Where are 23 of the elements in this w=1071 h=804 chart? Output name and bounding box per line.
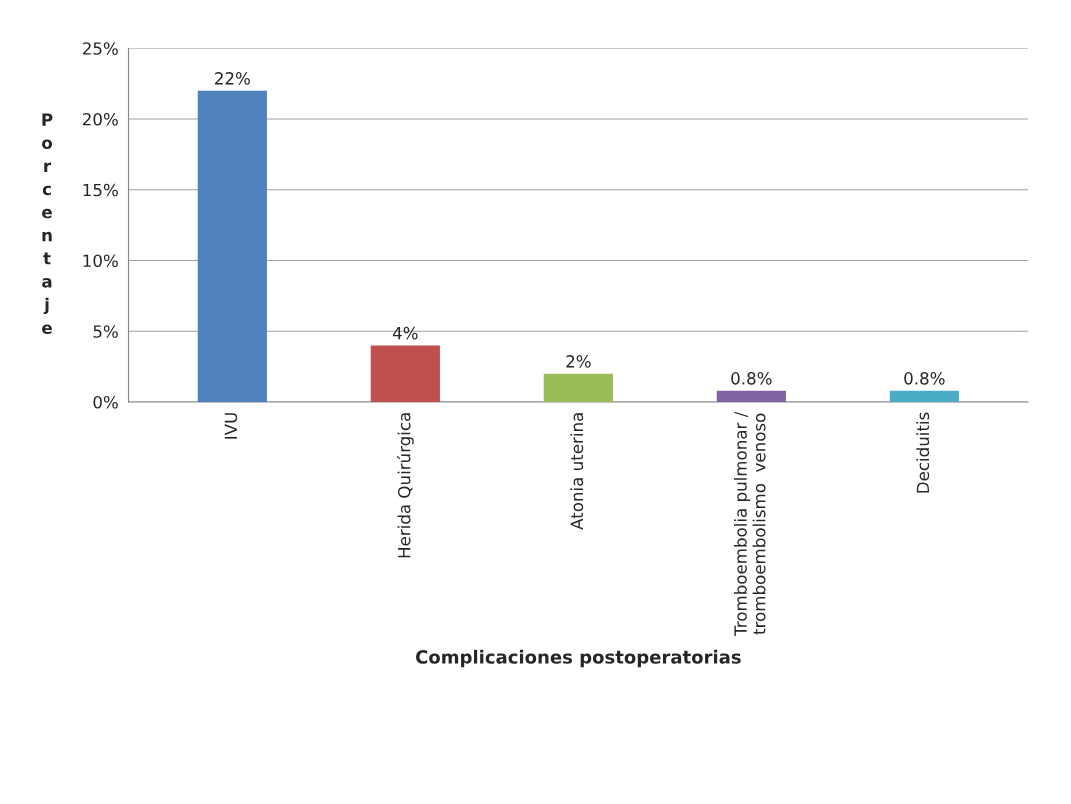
data-label: 2% <box>566 355 591 368</box>
y-tick-label: 5% <box>93 325 118 338</box>
y-tick-label: 0% <box>93 395 118 409</box>
bar <box>889 390 959 402</box>
bar <box>543 373 613 402</box>
bar <box>716 390 786 402</box>
y-tick-label: 25% <box>82 42 118 55</box>
y-tick-label: 10% <box>83 254 118 268</box>
data-label: 0.8% <box>904 372 945 385</box>
data-label: 22% <box>215 72 250 85</box>
y-tick-label: 20% <box>82 112 118 126</box>
x-tick-label: IVU <box>224 413 238 439</box>
y-tick-label: 15% <box>83 183 118 197</box>
x-tick-label: Herida Quirúrgica <box>396 413 414 558</box>
x-tick-label: Atonia uterina <box>570 413 584 530</box>
x-axis-title: Complicaciones postoperatorias <box>415 649 741 668</box>
text: Porcentaje <box>42 113 53 334</box>
x-tick-label: Deciduitis <box>916 412 930 493</box>
bar <box>370 345 440 402</box>
bar <box>197 90 267 402</box>
data-label: 0.8% <box>731 372 772 385</box>
data-label: 4% <box>392 326 418 340</box>
x-tick-label: Tromboembolia pulmonar / tromboembolismo venoso <box>733 411 766 636</box>
